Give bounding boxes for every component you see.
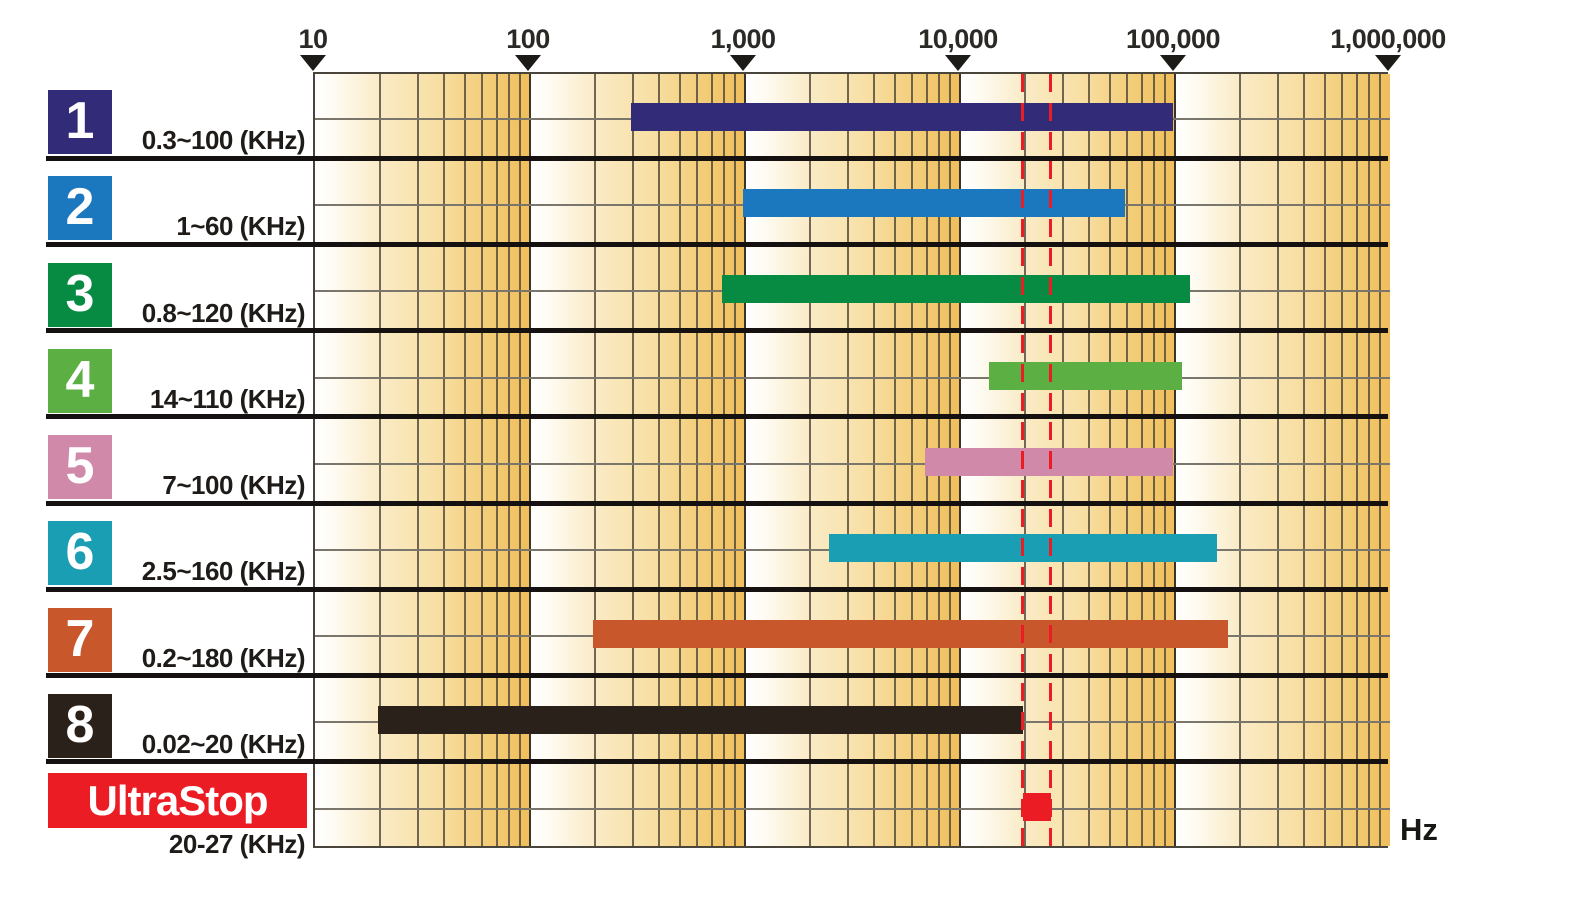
minor-gridline	[378, 74, 381, 846]
band-midline	[315, 462, 1390, 465]
row-number-badge: 5	[48, 435, 112, 500]
frequency-bar-3	[722, 275, 1191, 304]
band-separator	[46, 673, 1388, 679]
row-range-label: 7~100 (KHz)	[162, 470, 305, 501]
minor-gridline	[1368, 74, 1371, 846]
x-tick-marker-icon	[515, 55, 541, 71]
minor-gridline	[631, 74, 634, 846]
x-tick-label: 100,000	[1125, 24, 1221, 54]
minor-gridline	[1303, 74, 1306, 846]
x-tick-marker-icon	[730, 55, 756, 71]
ultrastop-badge: UltraStop	[48, 772, 307, 828]
ultrastop-marker	[1022, 792, 1051, 821]
minor-gridline	[696, 74, 699, 846]
band-separator	[46, 241, 1388, 247]
frequency-bar-2	[743, 189, 1126, 218]
row-number-badge: 3	[48, 262, 112, 327]
x-tick-label: 100	[506, 24, 550, 54]
row-range-label: 14~110 (KHz)	[149, 383, 306, 414]
x-tick-label: 1,000	[710, 24, 776, 54]
minor-gridline	[846, 74, 849, 846]
x-tick-marker-icon	[945, 55, 971, 71]
x-tick-label: 10	[298, 24, 328, 54]
minor-gridline	[1355, 74, 1358, 846]
row-range-label: 2.5~160 (KHz)	[141, 556, 306, 587]
minor-gridline	[873, 74, 876, 846]
row-range-label: 0.2~180 (KHz)	[141, 642, 306, 673]
minor-gridline	[416, 74, 419, 846]
minor-gridline	[658, 74, 661, 846]
minor-gridline	[723, 74, 726, 846]
minor-gridline	[1238, 74, 1241, 846]
frequency-bar-4	[989, 361, 1182, 390]
minor-gridline	[894, 74, 897, 846]
minor-gridline	[1276, 74, 1279, 846]
axis-unit-label: Hz	[1400, 812, 1438, 847]
row-number-badge: 6	[48, 521, 112, 586]
x-tick-marker-icon	[1375, 55, 1401, 71]
minor-gridline	[443, 74, 446, 846]
minor-gridline	[1379, 74, 1382, 846]
minor-gridline	[495, 74, 498, 846]
frequency-bar-8	[377, 706, 1023, 735]
minor-gridline	[519, 74, 522, 846]
minor-gridline	[593, 74, 596, 846]
decade-shade	[1175, 74, 1390, 846]
highlight-line-27khz	[1049, 74, 1053, 846]
x-tick-marker-icon	[1160, 55, 1186, 71]
band-separator	[46, 586, 1388, 592]
band-separator	[46, 155, 1388, 161]
band-midline	[315, 376, 1390, 379]
minor-gridline	[481, 74, 484, 846]
x-tick-label: 10,000	[918, 24, 998, 54]
major-gridline	[1174, 74, 1176, 846]
minor-gridline	[1324, 74, 1327, 846]
minor-gridline	[710, 74, 713, 846]
band-separator	[46, 500, 1388, 506]
x-tick-marker-icon	[300, 55, 326, 71]
band-separator	[46, 759, 1388, 765]
minor-gridline	[1341, 74, 1344, 846]
band-separator	[46, 414, 1388, 420]
row-range-label: 0.3~100 (KHz)	[141, 125, 306, 156]
row-number-badge: 4	[48, 348, 112, 413]
minor-gridline	[464, 74, 467, 846]
band-separator	[46, 328, 1388, 334]
minor-gridline	[911, 74, 914, 846]
row-range-label: 0.02~20 (KHz)	[141, 728, 306, 759]
band-midline	[315, 807, 1390, 810]
major-gridline	[744, 74, 746, 846]
row-range-label: 0.8~120 (KHz)	[141, 297, 306, 328]
x-tick-label: 1,000,000	[1330, 24, 1446, 54]
frequency-bar-5	[924, 447, 1173, 476]
minor-gridline	[808, 74, 811, 846]
row-range-label: 20-27 (KHz)	[168, 829, 306, 859]
row-number-badge: 7	[48, 607, 112, 672]
minor-gridline	[734, 74, 737, 846]
minor-gridline	[679, 74, 682, 846]
row-number-badge: 8	[48, 693, 112, 758]
highlight-line-20khz	[1021, 74, 1025, 846]
minor-gridline	[508, 74, 511, 846]
frequency-bar-1	[630, 102, 1173, 131]
row-range-label: 1~60 (KHz)	[176, 211, 305, 242]
row-number-badge: 2	[48, 176, 112, 241]
frequency-bar-7	[592, 620, 1228, 649]
row-number-badge: 1	[48, 90, 112, 155]
major-gridline	[529, 74, 531, 846]
